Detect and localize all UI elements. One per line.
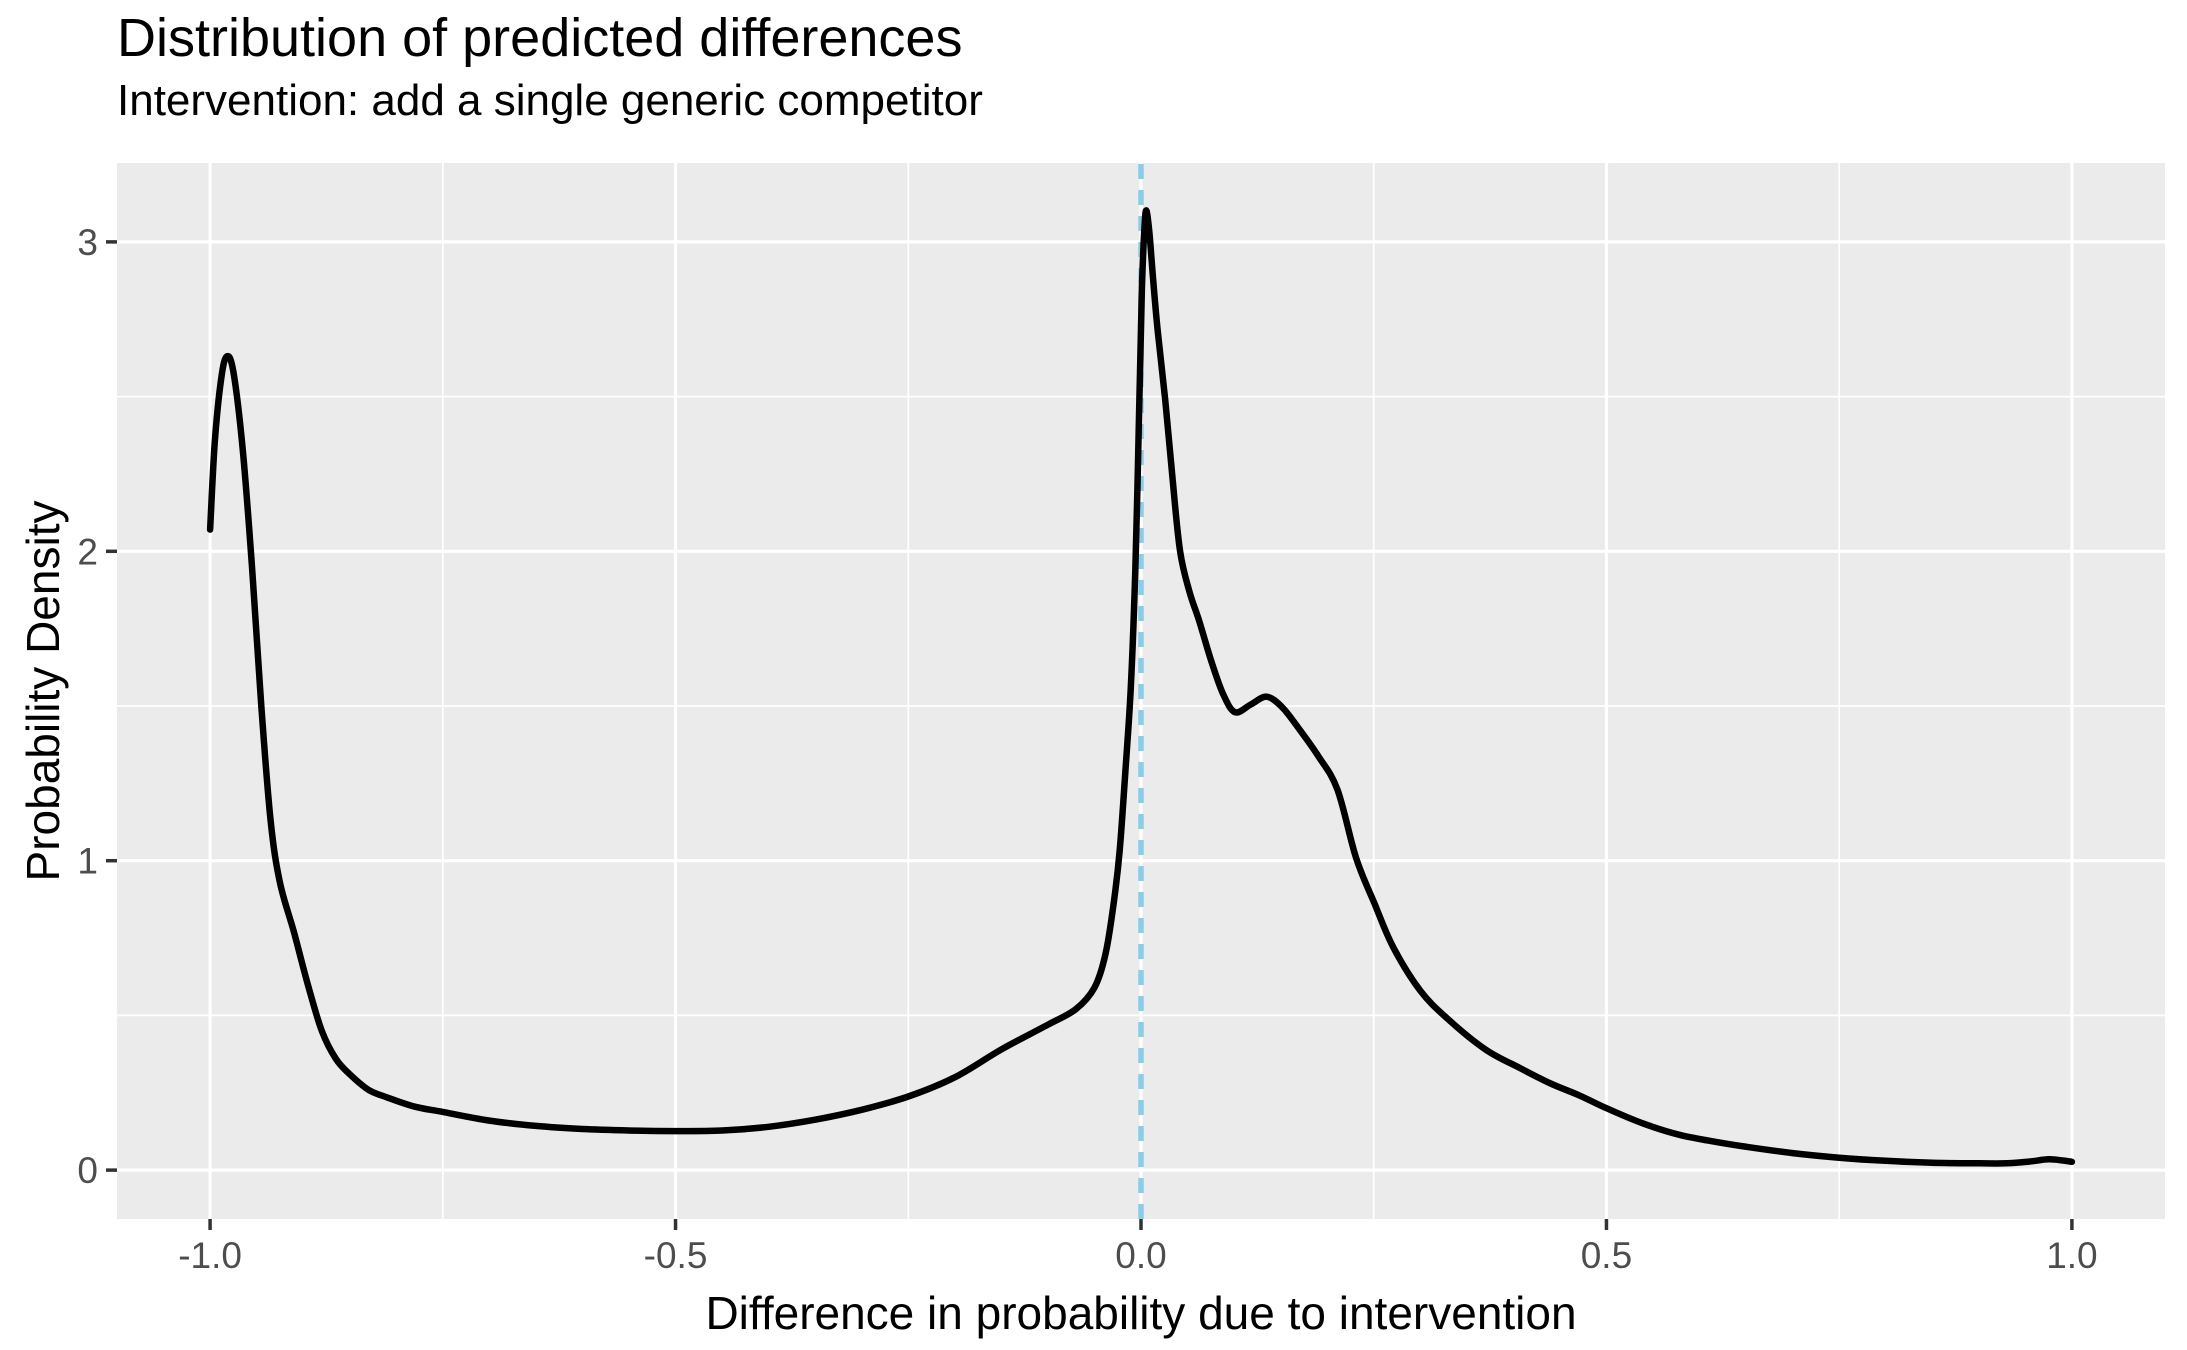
plot-title: Distribution of predicted differences bbox=[117, 8, 963, 68]
x-tick-label: -0.5 bbox=[644, 1235, 708, 1276]
x-axis-title: Difference in probability due to interve… bbox=[705, 1287, 1577, 1339]
y-tick-label: 3 bbox=[77, 222, 98, 263]
plot-subtitle: Intervention: add a single generic compe… bbox=[117, 76, 983, 125]
x-tick-label: 0.5 bbox=[1581, 1235, 1632, 1276]
y-tick-label: 2 bbox=[77, 531, 98, 572]
x-tick-label: 1.0 bbox=[2046, 1235, 2097, 1276]
y-tick-label: 0 bbox=[77, 1150, 98, 1191]
x-tick-label: 0.0 bbox=[1115, 1235, 1166, 1276]
x-tick-label: -1.0 bbox=[178, 1235, 242, 1276]
density-curve bbox=[206, 207, 2076, 1167]
y-tick-label: 1 bbox=[77, 841, 98, 882]
y-axis-title: Probability Density bbox=[17, 500, 69, 882]
